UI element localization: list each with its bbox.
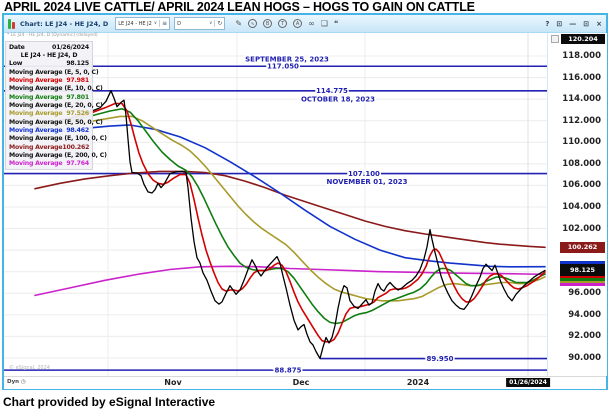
ema100-price-box: 100.262 xyxy=(560,241,605,253)
legend-row: Moving Average (E, 100, 0, C) xyxy=(9,135,107,143)
price-level-label: 88.875 xyxy=(274,367,301,375)
series-ema200 xyxy=(34,265,546,297)
y-axis-label: 106.000 xyxy=(562,180,601,191)
help-button[interactable]: ? xyxy=(545,19,550,28)
legend-row: Moving Average (E, 50, 0, C) xyxy=(9,118,103,126)
ma-price-marker xyxy=(560,275,605,279)
legend-row: LE J24 - HE J24, D xyxy=(20,52,78,60)
y-axis-label: 110.000 xyxy=(562,137,601,148)
link-icon[interactable]: ∞ xyxy=(308,18,315,28)
chart-app-icon xyxy=(8,18,15,29)
ma-price-marker xyxy=(560,280,605,284)
price-level-label: 114.775 xyxy=(316,87,348,95)
chat-icon[interactable]: ❝ xyxy=(333,18,339,28)
date-annotation: SEPTEMBER 25, 2023 xyxy=(245,56,329,64)
y-axis-label: 108.000 xyxy=(562,158,601,169)
note-icon[interactable]: ❏ xyxy=(320,18,328,28)
watermark: © eSignal, 2024 xyxy=(9,365,50,371)
legend-row: Low 98.125 xyxy=(9,60,89,68)
legend-row: Moving Average (E, 10, 0, C) xyxy=(9,85,103,93)
window-buttons: ? ⊡ — ⊡ × xyxy=(545,20,602,28)
chart-area: * LE J24 - HE J24, D [Dynamic] (delayed)… xyxy=(4,33,607,389)
legend-row: Moving Average 97.764 xyxy=(9,160,89,168)
top-scale-box: 120.204 xyxy=(561,34,605,44)
series-price xyxy=(34,90,546,360)
y-axis-label: 114.000 xyxy=(562,94,601,105)
clock-icon: ◷ xyxy=(21,379,26,385)
legend-row: Moving Average 98.462 xyxy=(9,127,89,135)
y-axis-label: 102.000 xyxy=(562,223,601,234)
date-annotation: OCTOBER 18, 2023 xyxy=(301,95,375,103)
legend-row: Moving Average 97.526 xyxy=(9,110,89,118)
legend-row: Moving Average 97.981 xyxy=(9,77,89,85)
support-resistance-lines xyxy=(4,65,547,371)
page-title: APRIL 2024 LIVE CATTLE/ APRIL 2024 LEAN … xyxy=(4,0,475,14)
pencil-icon[interactable]: ✎ xyxy=(235,18,243,28)
minimize-button[interactable]: — xyxy=(569,19,577,28)
legend-row: Date 01/26/2024 xyxy=(9,43,89,51)
y-axis-label: 96.000 xyxy=(568,288,601,299)
legend-row: Moving Average (E, 20, 0, C) xyxy=(9,102,103,110)
circle-t-icon[interactable]: T xyxy=(278,19,288,28)
x-axis[interactable]: Dyn ◷ Nov Dec 2024 01/26/2024 xyxy=(4,376,606,389)
y-axis-label: 112.000 xyxy=(562,115,601,126)
price-level-label: 117.050 xyxy=(267,63,299,71)
y-axis-label: 90.000 xyxy=(568,352,601,363)
last-price-box: 98.125 xyxy=(560,263,605,276)
x-axis-label: 2024 xyxy=(406,378,430,387)
interval-dropdown[interactable]: D ∨ ↻ xyxy=(174,17,226,30)
circle-a-icon[interactable]: A xyxy=(293,19,303,28)
series-ema100 xyxy=(34,170,546,249)
refresh-icon[interactable]: ↻ xyxy=(214,20,222,27)
interval-dropdown-value: D xyxy=(177,20,181,27)
ma-price-marker xyxy=(560,261,605,264)
legend-row: Moving Average (E, 5, 0, C) xyxy=(9,68,99,76)
y-axis-label: 104.000 xyxy=(562,201,601,212)
legend-row: Moving Average 97.801 xyxy=(9,93,89,101)
x-axis-label: Nov xyxy=(164,378,182,387)
x-axis-label: Dec xyxy=(292,378,310,387)
chevron-down-icon: ∨ xyxy=(153,21,158,26)
axis-scale-icon[interactable] xyxy=(551,35,559,43)
legend-row: Moving Average 100.262 xyxy=(9,143,90,151)
series-ema50 xyxy=(34,124,546,268)
y-axis-label: 92.000 xyxy=(568,331,601,342)
circle-b-icon[interactable]: B xyxy=(263,19,273,28)
price-level-label: 107.100 xyxy=(348,170,380,178)
series-ema10 xyxy=(34,108,546,325)
gridlines xyxy=(4,33,547,376)
symbol-dropdown-value: LE J24 - HE J2 xyxy=(118,20,152,27)
maximize-button[interactable]: ⊡ xyxy=(583,19,590,28)
y-axis-label: 116.000 xyxy=(562,72,601,83)
y-axis[interactable]: 120.204 118.000 116.000 114.000 112.000 110.… xyxy=(547,33,607,376)
toolbar: ✎ ∿ B T A ∞ ❏ ❝ xyxy=(235,19,338,28)
legend-row: Moving Average (E, 200, 0, C) xyxy=(9,152,107,160)
chart-note: * LE J24 - HE J24, D [Dynamic] (delayed) xyxy=(7,33,98,38)
date-annotation: NOVEMBER 01, 2023 xyxy=(326,178,407,186)
menu-icon[interactable]: ≡ xyxy=(159,20,167,27)
symbol-dropdown[interactable]: LE J24 - HE J2 ∨ ≡ xyxy=(115,17,171,30)
window-title: Chart: LE J24 - HE J24, D xyxy=(20,19,109,28)
ma-price-marker xyxy=(560,278,605,281)
ma-price-marker xyxy=(560,283,605,286)
titlebar[interactable]: Chart: LE J24 - HE J24, D LE J24 - HE J2… xyxy=(4,15,606,33)
dock-button[interactable]: ⊡ xyxy=(556,19,563,28)
price-level-label: 89.950 xyxy=(426,355,453,363)
close-button[interactable]: × xyxy=(596,19,602,28)
wave-circle-icon[interactable]: ∿ xyxy=(248,19,258,28)
caption: Chart provided by eSignal Interactive xyxy=(3,395,216,409)
chart-window: Chart: LE J24 - HE J24, D LE J24 - HE J2… xyxy=(2,13,608,390)
y-axis-label: 94.000 xyxy=(568,309,601,320)
y-axis-label: 118.000 xyxy=(562,51,601,61)
legend-panel: Date 01/26/2024 LE J24 - HE J24, D Low 98.12… xyxy=(5,41,107,170)
status-dyn: Dyn ◷ xyxy=(7,379,26,385)
current-date-box: 01/26/2024 xyxy=(506,378,550,387)
chevron-down-icon: ∨ xyxy=(209,21,213,26)
